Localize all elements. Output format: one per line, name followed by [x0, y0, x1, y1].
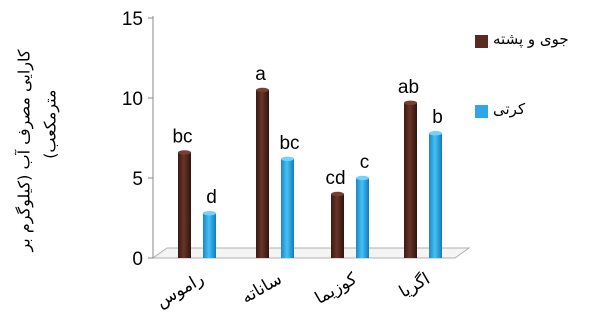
y-axis-label-line-2: مترمکعب) — [40, 89, 60, 159]
bar-s0-c2 — [331, 194, 344, 258]
y-tick-label-2: 10 — [122, 89, 143, 110]
bar-top-s1-c0 — [203, 211, 216, 216]
x-tick-label-0: راموس — [153, 269, 208, 312]
bar-s1-c0 — [203, 213, 216, 258]
significance-letter-s0-c2: cd — [325, 168, 345, 189]
legend-swatch-1 — [475, 105, 488, 118]
bar-top-s0-c0 — [178, 150, 191, 155]
x-tick-label-3: اگریا — [395, 268, 433, 302]
legend-swatch-0 — [475, 35, 488, 48]
bar-top-s0-c2 — [331, 191, 344, 197]
y-tick-label-1: 5 — [132, 169, 143, 190]
significance-letter-s0-c3: ab — [398, 77, 419, 98]
significance-letter-s0-c0: bc — [172, 126, 192, 147]
x-tick-label-1: ساناته — [238, 269, 285, 308]
bar-top-s1-c1 — [281, 156, 294, 161]
bar-top-s0-c1 — [256, 87, 269, 93]
significance-letter-s1-c0: d — [206, 187, 217, 208]
y-axis-label-line-1: کارایی مصرف آب (کیلوگرم بر — [14, 49, 34, 252]
bars — [178, 87, 442, 258]
y-tick-label-0: 0 — [132, 249, 143, 270]
significance-letter-s1-c2: c — [360, 152, 370, 173]
bar-s0-c1 — [256, 90, 269, 258]
y-tick-label-3: 15 — [122, 9, 143, 30]
bar-top-s1-c2 — [356, 175, 369, 181]
plot-floor — [151, 247, 471, 259]
legend-item-0: جوی و پشته — [475, 30, 590, 52]
legend: جوی و پشته کرتی — [475, 30, 590, 170]
bar-s0-c3 — [404, 102, 417, 258]
bar-s1-c3 — [429, 133, 442, 258]
legend-item-1: کرتی — [475, 100, 590, 122]
bar-top-s1-c3 — [429, 131, 442, 136]
x-tick-label-2: کوزیما — [312, 269, 362, 309]
legend-label-1: کرتی — [493, 100, 526, 118]
axes — [148, 16, 471, 259]
bar-s1-c2 — [356, 178, 369, 258]
bar-s0-c0 — [178, 152, 191, 258]
bar-s1-c1 — [281, 158, 294, 258]
bar-top-s0-c3 — [404, 100, 417, 106]
significance-letter-s1-c3: b — [432, 107, 443, 128]
legend-label-0: جوی و پشته — [493, 30, 569, 48]
significance-letter-s1-c1: bc — [279, 133, 299, 154]
significance-letter-s0-c1: a — [255, 64, 266, 85]
